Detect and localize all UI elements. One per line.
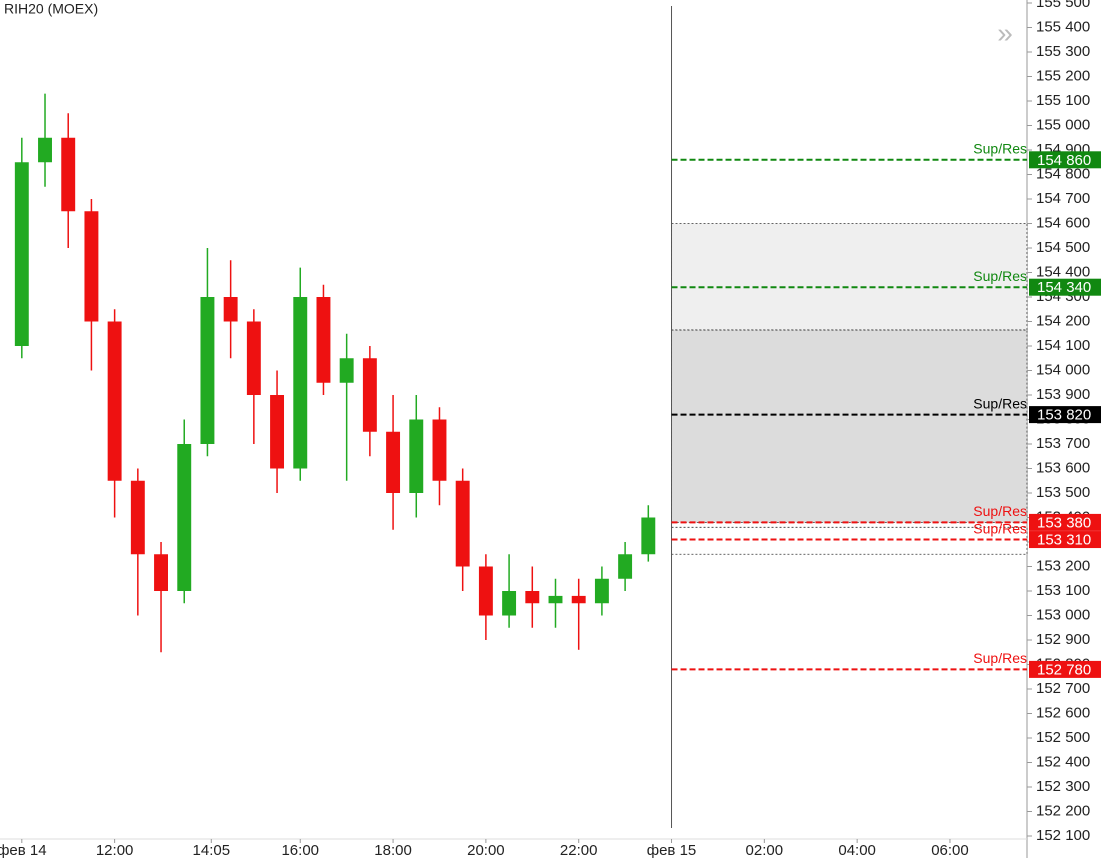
candle-body — [107, 321, 122, 481]
candle-body — [14, 162, 29, 346]
y-tick-label: 152 500 — [1036, 729, 1090, 746]
y-tick-label: 155 000 — [1036, 116, 1090, 133]
candle-body — [177, 444, 192, 591]
candle-body — [84, 211, 99, 322]
candle-body — [61, 137, 76, 212]
candle-body — [154, 554, 168, 591]
y-tick-label: 155 100 — [1036, 92, 1090, 109]
y-tick-label: 153 600 — [1036, 459, 1090, 476]
y-tick-label: 152 200 — [1036, 802, 1090, 819]
y-tick-label: 152 600 — [1036, 704, 1090, 721]
level-price-box — [1029, 406, 1101, 424]
candle-body — [362, 358, 377, 432]
y-tick-label: 152 300 — [1036, 778, 1090, 795]
x-tick-label: 04:00 — [838, 842, 876, 858]
y-tick-label: 153 000 — [1036, 606, 1090, 623]
candle-body — [548, 595, 563, 604]
x-tick-label: 20:00 — [467, 842, 505, 858]
y-tick-label: 154 500 — [1036, 239, 1090, 256]
x-tick-label: 14:05 — [193, 842, 231, 858]
level-label: Sup/Res — [973, 395, 1027, 411]
candle-body — [316, 297, 331, 383]
y-tick-label: 155 500 — [1036, 0, 1090, 11]
y-tick-label: 153 900 — [1036, 386, 1090, 403]
candle-body — [432, 419, 447, 481]
y-tick-label: 154 800 — [1036, 165, 1090, 182]
candle-body — [641, 517, 656, 555]
candle-body — [270, 395, 285, 469]
x-tick-label: 06:00 — [931, 842, 969, 858]
candle-body — [502, 591, 517, 616]
x-tick-label: 12:00 — [96, 842, 134, 858]
candle-body — [223, 297, 238, 322]
candle-body — [130, 480, 145, 555]
candle-body — [618, 554, 633, 579]
level-label: Sup/Res — [973, 650, 1027, 666]
level-price-box — [1029, 151, 1101, 169]
x-tick-label: фев 14 — [0, 842, 47, 858]
level-price-box — [1029, 513, 1101, 531]
collapse-icon[interactable]: » — [997, 17, 1013, 48]
y-tick-label: 153 700 — [1036, 435, 1090, 452]
y-tick-label: 153 100 — [1036, 582, 1090, 599]
x-tick-label: 02:00 — [746, 842, 784, 858]
x-tick-label: 22:00 — [560, 842, 598, 858]
candle-body — [409, 419, 424, 493]
candle-body — [455, 480, 470, 567]
y-tick-label: 155 200 — [1036, 67, 1090, 84]
y-tick-label: 152 700 — [1036, 680, 1090, 697]
level-label: Sup/Res — [973, 141, 1027, 157]
y-tick-label: 152 100 — [1036, 827, 1090, 844]
candle-body — [38, 137, 52, 163]
candle-body — [525, 591, 540, 604]
y-tick-label: 153 200 — [1036, 557, 1090, 574]
y-tick-label: 154 600 — [1036, 214, 1090, 231]
y-tick-label: 154 700 — [1036, 190, 1090, 207]
level-price-label: 154 860 — [1037, 152, 1091, 169]
y-tick-label: 152 900 — [1036, 631, 1090, 648]
y-tick-label: 155 400 — [1036, 18, 1090, 35]
candle-body — [571, 595, 586, 604]
candle-body — [386, 431, 401, 493]
zone — [671, 223, 1028, 331]
x-tick-label: 18:00 — [374, 842, 412, 858]
level-price-label: 153 310 — [1037, 532, 1091, 549]
y-tick-label: 154 400 — [1036, 263, 1090, 280]
level-label: Sup/Res — [973, 520, 1027, 536]
level-price-box — [1029, 660, 1101, 678]
zone — [671, 329, 1028, 523]
candle-body — [339, 358, 354, 383]
candle-body — [200, 297, 215, 444]
x-tick-label: фев 15 — [647, 842, 697, 858]
candle-body — [293, 297, 308, 469]
level-price-label: 154 340 — [1037, 279, 1091, 296]
level-price-box — [1029, 278, 1101, 296]
y-tick-label: 154 000 — [1036, 361, 1090, 378]
level-price-box — [1029, 531, 1101, 549]
y-tick-label: 153 500 — [1036, 484, 1090, 501]
candle-body — [478, 566, 493, 616]
level-price-label: 152 780 — [1037, 661, 1091, 678]
x-tick-label: 16:00 — [281, 842, 319, 858]
candle-body — [246, 321, 261, 395]
level-label: Sup/Res — [973, 268, 1027, 284]
y-tick-label: 152 400 — [1036, 753, 1090, 770]
y-tick-label: 154 200 — [1036, 312, 1090, 329]
level-price-label: 153 380 — [1037, 514, 1091, 531]
level-label: Sup/Res — [973, 503, 1027, 519]
y-tick-label: 154 100 — [1036, 337, 1090, 354]
zone — [671, 526, 1028, 555]
y-tick-label: 155 300 — [1036, 43, 1090, 60]
candle-body — [594, 578, 609, 604]
chart-title: RIH20 (MOEX) — [4, 1, 98, 17]
level-price-label: 153 820 — [1037, 407, 1091, 424]
